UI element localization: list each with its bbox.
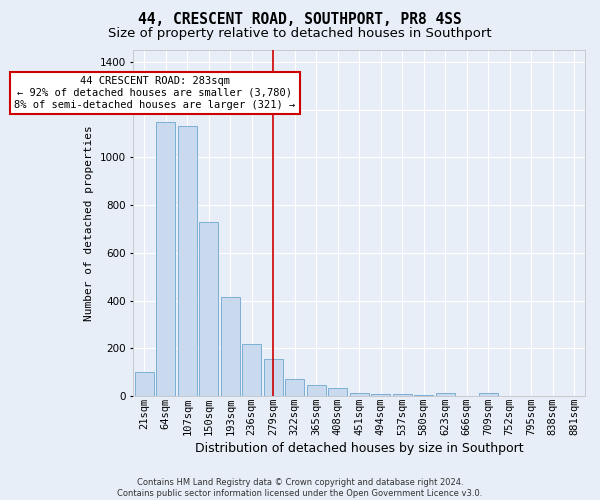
Bar [307, 386, 326, 396]
Bar [178, 126, 197, 396]
Bar [156, 122, 175, 396]
Bar [263, 359, 283, 396]
Bar [134, 372, 154, 396]
Bar [414, 395, 433, 396]
X-axis label: Distribution of detached houses by size in Southport: Distribution of detached houses by size … [195, 442, 524, 455]
Bar [199, 222, 218, 396]
Text: Contains HM Land Registry data © Crown copyright and database right 2024.
Contai: Contains HM Land Registry data © Crown c… [118, 478, 482, 498]
Text: 44 CRESCENT ROAD: 283sqm
← 92% of detached houses are smaller (3,780)
8% of semi: 44 CRESCENT ROAD: 283sqm ← 92% of detach… [14, 76, 296, 110]
Text: 44, CRESCENT ROAD, SOUTHPORT, PR8 4SS: 44, CRESCENT ROAD, SOUTHPORT, PR8 4SS [138, 12, 462, 28]
Bar [436, 392, 455, 396]
Bar [242, 344, 262, 396]
Y-axis label: Number of detached properties: Number of detached properties [84, 125, 94, 321]
Bar [371, 394, 391, 396]
Bar [392, 394, 412, 396]
Bar [479, 394, 498, 396]
Bar [285, 380, 304, 396]
Text: Size of property relative to detached houses in Southport: Size of property relative to detached ho… [108, 28, 492, 40]
Bar [221, 297, 240, 396]
Bar [350, 392, 369, 396]
Bar [328, 388, 347, 396]
